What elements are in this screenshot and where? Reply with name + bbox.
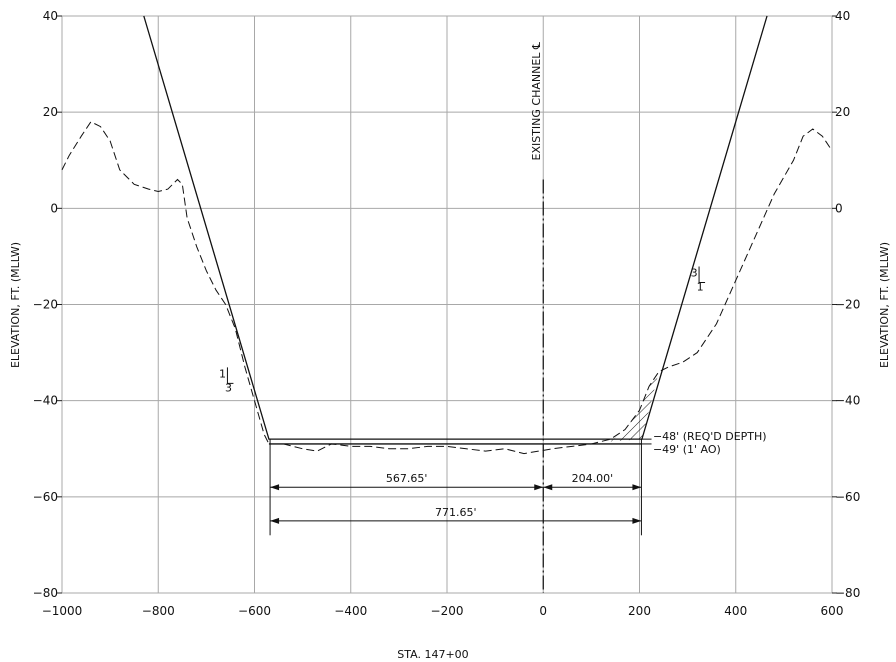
hatched-area <box>610 371 659 442</box>
x-tick-label: −200 <box>431 604 464 618</box>
y-tick-label-right: 40 <box>835 9 850 23</box>
dimension-label: 771.65' <box>435 506 477 519</box>
y-tick-label-right: −60 <box>835 490 860 504</box>
y-tick-label-right: −20 <box>835 298 860 312</box>
y-tick-label-right: −80 <box>835 586 860 600</box>
x-tick-label: −400 <box>334 604 367 618</box>
dimension-arrow <box>543 484 553 491</box>
y-tick-label-left: −60 <box>33 490 58 504</box>
dimension-label: 204.00' <box>572 472 614 485</box>
x-tick-label: 600 <box>821 604 844 618</box>
x-tick-label: 0 <box>539 604 547 618</box>
dimension-arrow <box>632 517 642 524</box>
x-tick-label: 400 <box>724 604 747 618</box>
y-axis-label-right: ELEVATION, FT. (MLLW) <box>878 242 891 368</box>
y-tick-label-left: −20 <box>33 298 58 312</box>
x-tick-label: −1000 <box>42 604 83 618</box>
y-tick-label-left: −40 <box>33 394 58 408</box>
y-tick-label-left: 0 <box>50 201 58 215</box>
dimension-arrow <box>534 484 544 491</box>
y-tick-label-right: 20 <box>835 105 850 119</box>
y-tick-label-left: 20 <box>43 105 58 119</box>
tick-labels: −1000 −800 −600 −400 −200 0 200 400 600−80 −80−60… <box>33 9 861 618</box>
design-channel-profile <box>143 15 768 440</box>
slope-bracket <box>698 266 706 283</box>
slope-rise-label: 1 <box>219 367 226 380</box>
x-tick-label: 200 <box>628 604 651 618</box>
y-tick-label-left: 40 <box>43 9 58 23</box>
x-tick-label: −800 <box>142 604 175 618</box>
dimension-arrow <box>270 484 280 491</box>
x-tick-label: −600 <box>238 604 271 618</box>
slope-bracket <box>226 367 234 384</box>
slope-run-label: 1 <box>697 280 704 293</box>
x-axis-label: STA. 147+00 <box>397 648 468 661</box>
dimension-arrow <box>270 517 280 524</box>
depth-annotation: −49' (1' AO) <box>653 443 721 456</box>
y-tick-label-left: −80 <box>33 586 58 600</box>
y-axis-label-left: ELEVATION, FT. (MLLW) <box>9 242 22 368</box>
grid <box>57 15 837 594</box>
depth-annotation: −48' (REQ'D DEPTH) <box>653 430 767 443</box>
series <box>61 15 833 593</box>
slope-rise-label: 3 <box>691 266 698 279</box>
y-tick-label-right: −40 <box>835 394 860 408</box>
centerline-label: EXISTING CHANNEL ℄ <box>530 42 543 161</box>
y-tick-label-right: 0 <box>835 201 843 215</box>
slope-run-label: 3 <box>225 381 232 394</box>
existing-ground-profile <box>61 121 833 455</box>
dimension-label: 567.65' <box>386 472 428 485</box>
dimension-arrow <box>632 484 642 491</box>
